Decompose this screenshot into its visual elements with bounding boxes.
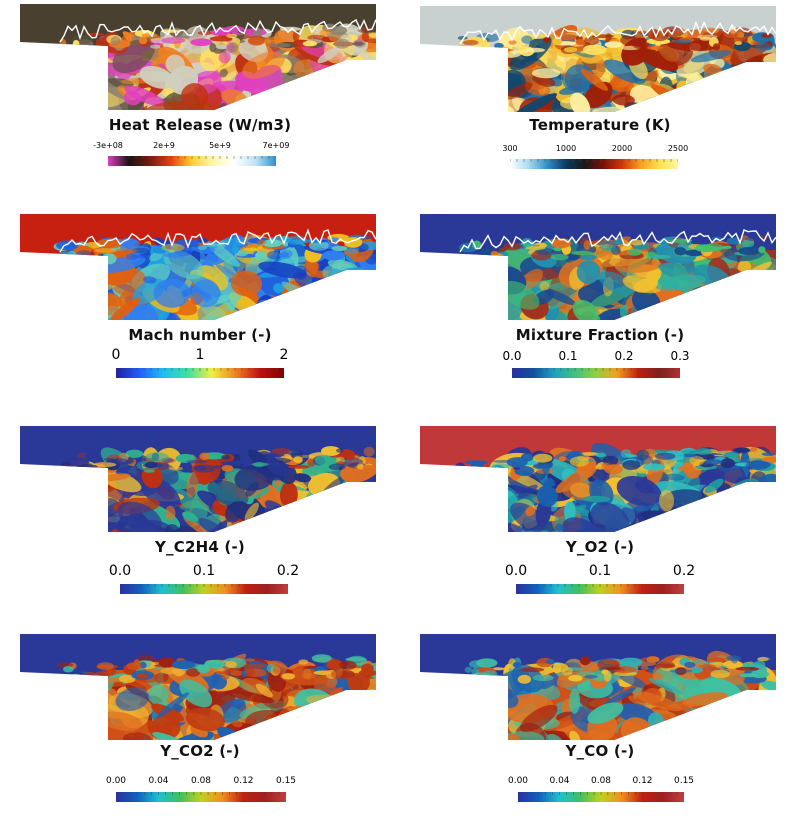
colorbar-gradient (116, 792, 286, 802)
colorbar-tick-label: 2e+9 (153, 141, 175, 150)
panel-title-y-o2: Y_O2 (-) (565, 538, 635, 556)
field-plot-temperature (420, 6, 777, 112)
colorbar-tick-label: 0.2 (672, 563, 696, 579)
colorbar-tick-label: 5e+9 (209, 141, 231, 150)
colorbar-temperature: 300 1000 2000 2500 (502, 144, 688, 169)
panel-temperature: Temperature (K) 300 1000 2000 2500 (400, 0, 800, 204)
colorbar-tick-label: 0.0 (504, 563, 528, 579)
colorbar-tick-label: 7e+09 (262, 141, 290, 150)
colorbar-y-co: 0.00 0.04 0.08 0.12 0.15 (508, 776, 694, 802)
colorbar-gradient (510, 159, 678, 169)
colorbar-tick-label: 0.1 (588, 563, 612, 579)
field-plot-heat-release (20, 4, 377, 110)
panel-y-co: Y_CO (-) 0.00 0.04 0.08 0.12 0.15 (400, 612, 800, 816)
colorbar-gradient (120, 584, 288, 594)
panel-y-co2: Y_CO2 (-) 0.00 0.04 0.08 0.12 0.15 (0, 612, 400, 816)
colorbar-tick-label: 2000 (611, 144, 633, 153)
field-plot-y-o2 (420, 426, 776, 532)
colorbar-mixture-fraction: 0.0 0.1 0.2 0.3 (502, 349, 690, 378)
field-plot-y-co (420, 634, 776, 740)
isoline-temperature (459, 20, 777, 45)
colorbar-gradient (512, 368, 680, 378)
colorbar-tick-label: 0.04 (549, 776, 570, 786)
colorbar-tick-label: 0.2 (614, 349, 634, 363)
colorbar-tick-label: 0.0 (502, 349, 522, 363)
panel-title-temperature: Temperature (K) (529, 116, 671, 134)
colorbar-tick-label: 0.08 (590, 776, 612, 786)
panel-title-mixture-fraction: Mixture Fraction (-) (515, 326, 685, 344)
colorbar-tick-label: 0.12 (632, 776, 653, 786)
colorbar-tick-label: 0.00 (105, 776, 127, 786)
isoline-heat-release (59, 18, 377, 43)
colorbar-tick-label: 0.1 (558, 349, 578, 363)
colorbar-tick-label: -3e+08 (93, 141, 123, 150)
panel-mixture-fraction: Mixture Fraction (-) 0.0 0.1 0.2 0.3 (400, 204, 800, 408)
panel-title-y-co: Y_CO (-) (565, 742, 635, 760)
panel-title-mach-number: Mach number (-) (128, 326, 272, 344)
colorbar-tick-label: 0.00 (507, 776, 529, 786)
colorbar-mach-number: 0 1 2 (112, 347, 288, 378)
field-plot-y-c2h4 (20, 426, 376, 532)
colorbar-tick-label: 0.1 (192, 563, 216, 579)
field-plot-mixture-fraction (420, 214, 777, 320)
colorbar-tick-label: 0.0 (108, 563, 132, 579)
panel-title-heat-release: Heat Release (W/m3) (108, 116, 292, 134)
isoline-mach-number (59, 228, 377, 253)
colorbar-tick-label: 300 (502, 144, 518, 153)
colorbar-tick-label: 0 (111, 347, 121, 363)
panel-title-y-co2: Y_CO2 (-) (160, 742, 240, 760)
panel-heat-release: Heat Release (W/m3) -3e+08 2e+9 5e+9 7e+09 (0, 0, 400, 204)
field-plot-mach-number (20, 214, 377, 320)
colorbar-tick-label: 2 (279, 347, 289, 363)
colorbar-gradient (116, 368, 284, 378)
colorbar-tick-label: 1000 (555, 144, 577, 153)
colorbar-heat-release: -3e+08 2e+9 5e+9 7e+09 (93, 141, 289, 166)
colorbar-tick-label: 0.2 (276, 563, 300, 579)
panel-mach-number: Mach number (-) 0 1 2 (0, 204, 400, 408)
colorbar-tick-label: 1 (195, 347, 205, 363)
colorbar-y-o2: 0.0 0.1 0.2 (505, 563, 695, 594)
panel-y-c2h4: Y_C2H4 (-) 0.0 0.1 0.2 (0, 408, 400, 612)
colorbar-gradient (108, 156, 276, 166)
colorbar-tick-label: 2500 (667, 144, 689, 153)
isoline-mixture-fraction (459, 229, 777, 253)
colorbar-tick-label: 0.15 (275, 776, 297, 786)
panel-title-y-c2h4: Y_C2H4 (-) (155, 538, 245, 556)
colorbar-tick-label: 0.04 (148, 776, 169, 786)
colorbar-tick-label: 0.12 (233, 776, 254, 786)
colorbar-tick-label: 0.08 (190, 776, 212, 786)
colorbar-y-c2h4: 0.0 0.1 0.2 (109, 563, 299, 594)
colorbar-tick-label: 0.15 (673, 776, 695, 786)
colorbar-tick-label: 0.3 (670, 349, 690, 363)
colorbar-gradient (516, 584, 684, 594)
field-plot-y-co2 (20, 634, 376, 740)
colorbar-gradient (518, 792, 684, 802)
panel-y-o2: Y_O2 (-) 0.0 0.1 0.2 (400, 408, 800, 612)
colorbar-y-co2: 0.00 0.04 0.08 0.12 0.15 (106, 776, 296, 802)
